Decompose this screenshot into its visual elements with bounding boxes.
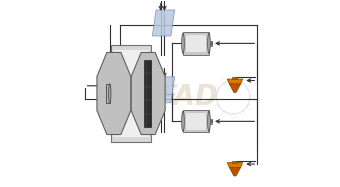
Ellipse shape xyxy=(182,33,184,53)
Polygon shape xyxy=(227,79,243,84)
Bar xyxy=(113,50,149,137)
Ellipse shape xyxy=(208,111,210,131)
Ellipse shape xyxy=(108,84,111,103)
Bar xyxy=(233,77,237,79)
Polygon shape xyxy=(97,53,131,134)
Bar xyxy=(210,41,212,46)
Polygon shape xyxy=(227,163,243,168)
Bar xyxy=(106,84,110,103)
Bar xyxy=(110,45,151,142)
Ellipse shape xyxy=(182,111,184,131)
Text: FAD: FAD xyxy=(159,83,219,111)
Polygon shape xyxy=(152,10,175,36)
Polygon shape xyxy=(230,84,240,92)
Bar xyxy=(186,35,206,52)
Bar xyxy=(233,161,237,163)
Ellipse shape xyxy=(211,120,212,123)
Bar xyxy=(183,110,209,132)
Bar xyxy=(186,113,206,130)
Polygon shape xyxy=(152,77,175,103)
Bar xyxy=(144,60,151,127)
Ellipse shape xyxy=(208,33,210,53)
Polygon shape xyxy=(131,53,165,134)
Bar xyxy=(183,32,209,55)
Bar xyxy=(210,119,212,124)
Polygon shape xyxy=(230,168,240,176)
Ellipse shape xyxy=(211,42,212,45)
